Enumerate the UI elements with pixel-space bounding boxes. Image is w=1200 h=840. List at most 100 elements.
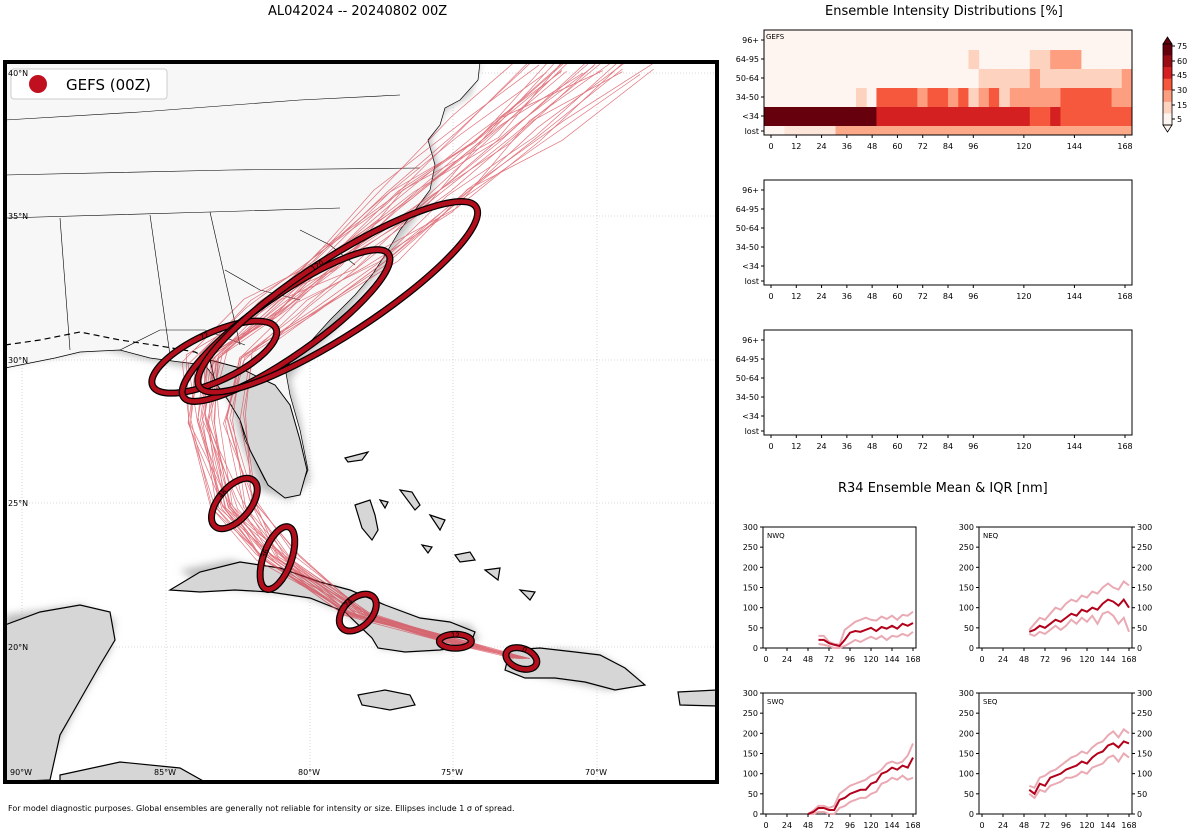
x-tick-label: 96 [845, 821, 855, 830]
heat-cell [896, 126, 908, 135]
heat-cell [999, 30, 1010, 50]
y-tick-label: 64-95 [736, 55, 759, 64]
heat-cell [907, 69, 918, 88]
heat-cell [948, 88, 959, 107]
heat-cell [968, 107, 980, 126]
heat-cell [784, 107, 796, 126]
x-tick-label: 36 [842, 292, 852, 301]
ellipse-ring [337, 591, 379, 634]
y-tick-label: 0 [969, 644, 974, 653]
heat-cell [886, 50, 898, 69]
x-tick-label: 24 [782, 821, 792, 830]
lat-label-30: 30°N [8, 356, 28, 365]
y-tick-label: 250 [1137, 543, 1152, 552]
x-tick-label: 168 [1117, 142, 1132, 151]
heat-cell [764, 107, 775, 126]
heat-cell [907, 88, 918, 107]
heat-cell [1029, 50, 1041, 69]
heat-cell [804, 69, 816, 88]
y-tick-label: 50-64 [736, 374, 759, 383]
heat-cell [1019, 50, 1031, 69]
heat-cell [958, 30, 969, 50]
colorbar-segment [1163, 67, 1172, 80]
heat-cell [784, 30, 796, 50]
y-tick-label: 300 [1137, 523, 1152, 532]
heat-cell [866, 126, 877, 135]
heat-cell [1121, 126, 1133, 135]
line-frame [762, 526, 917, 649]
heat-cell [825, 107, 837, 126]
x-tick-label: 0 [768, 292, 773, 301]
y-tick-label: 0 [753, 810, 758, 819]
heat-cell [876, 107, 888, 126]
heat-cell [866, 107, 877, 126]
y-tick-label: 0 [969, 810, 974, 819]
hispaniola [504, 647, 647, 691]
heat-cell [917, 50, 929, 69]
heat-cell [856, 107, 867, 126]
heat-cell [978, 107, 990, 126]
y-tick-label: 100 [1137, 604, 1152, 613]
heat-cell [1121, 69, 1133, 88]
lon-label-90: 90°W [10, 768, 32, 777]
ellipse-ring [149, 318, 279, 396]
heat-cell [866, 30, 877, 50]
r34-title: R34 Ensemble Mean & IQR [nm] [838, 481, 1048, 496]
heat-cell [876, 88, 888, 107]
heat-cell [835, 107, 847, 126]
heat-cell [1070, 50, 1082, 69]
y-tick-label: 50-64 [736, 74, 759, 83]
lon-label-80: 80°W [298, 768, 320, 777]
heat-cell [988, 30, 1000, 50]
x-tick-label: 72 [918, 442, 928, 451]
x-tick-label: 144 [1067, 442, 1082, 451]
heat-cell [856, 30, 867, 50]
y-tick-label: 200 [743, 563, 758, 572]
x-tick-label: 120 [1016, 442, 1031, 451]
colorbar-segment [1163, 113, 1172, 126]
y-tick-label: 64-95 [736, 205, 759, 214]
heat-cell [1060, 126, 1072, 135]
colorbar-tick-label: 75 [1177, 42, 1187, 51]
heat-cell [835, 30, 847, 50]
x-tick-label: 48 [867, 442, 877, 451]
x-tick-label: 0 [763, 821, 768, 830]
y-tick-label: 34-50 [736, 93, 759, 102]
heat-cell [1080, 88, 1092, 107]
heat-cell [774, 107, 785, 126]
y-tick-label: 50 [1137, 790, 1147, 799]
heat-cell [794, 30, 806, 50]
heat-cell [907, 50, 918, 69]
heat-cell [1019, 88, 1031, 107]
heat-cell [764, 69, 775, 88]
heat-cell [1121, 50, 1133, 69]
heat-cell [968, 126, 980, 135]
heat-cell [948, 30, 959, 50]
y-tick-label: 0 [753, 644, 758, 653]
heat-cell [856, 69, 867, 88]
heat-cell [1009, 126, 1021, 135]
heat-cell [1080, 50, 1092, 69]
ellipse-ring [209, 476, 260, 531]
heat-cell [856, 50, 867, 69]
land [5, 62, 481, 498]
ellipse-ring [195, 199, 480, 395]
ellipse-24h: 24 [335, 590, 380, 635]
heat-frame [763, 329, 1133, 436]
heat-cell [784, 126, 796, 135]
heat-cell [958, 107, 969, 126]
y-tick-label: 100 [959, 604, 974, 613]
series-iqr_low [1028, 610, 1130, 638]
lon-label-75: 75°W [441, 768, 463, 777]
heat-cell [1040, 107, 1051, 126]
heat-cell [845, 69, 857, 88]
heat-cell [876, 50, 888, 69]
heat-cell [794, 69, 806, 88]
heat-cell [948, 126, 959, 135]
intensity-heatmap-empty-1: lost <34 34-50 50-64 64-95 96+ 0 12 24 36 48 60 72 84… [736, 179, 1133, 301]
heat-cell [804, 126, 816, 135]
y-tick-label: 50 [748, 790, 758, 799]
colorbar-tick-label: 5 [1177, 115, 1182, 124]
y-tick-label: 200 [743, 729, 758, 738]
heat-cell [794, 126, 806, 135]
